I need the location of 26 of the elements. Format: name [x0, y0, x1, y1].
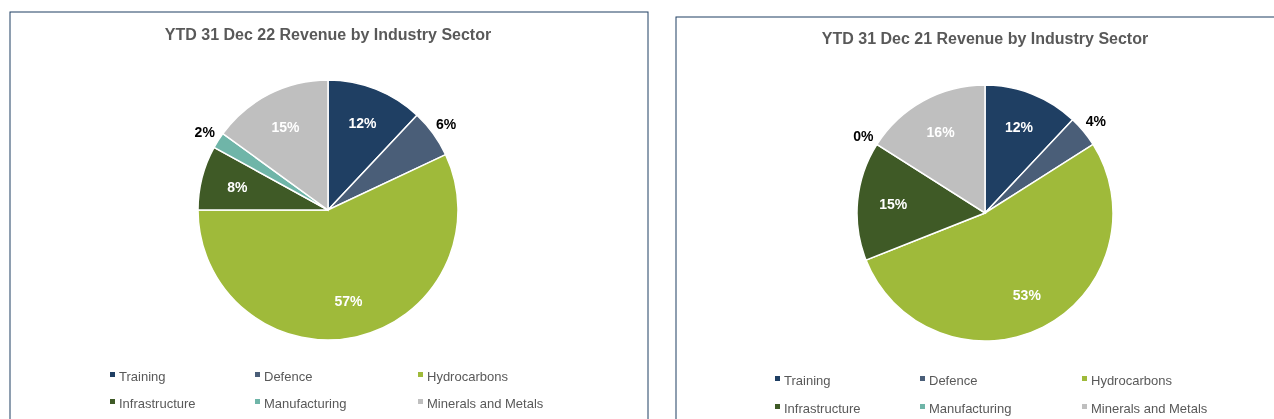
legend-label: Training: [119, 368, 166, 384]
legend-label: Minerals and Metals: [427, 395, 544, 411]
legend-label: Infrastructure: [784, 400, 861, 416]
data-label: 15%: [879, 196, 908, 213]
data-label: 53%: [1012, 287, 1042, 304]
legend-label: Defence: [929, 372, 978, 388]
legend-label: Manufacturing: [929, 400, 1012, 416]
data-label: 4%: [1085, 113, 1107, 130]
chart-title: YTD 31 Dec 22 Revenue by Industry Sector: [164, 26, 492, 43]
data-label: 12%: [348, 114, 378, 131]
data-label: 16%: [926, 124, 956, 141]
legend-label: Manufacturing: [264, 395, 347, 411]
legend-label: Infrastructure: [119, 395, 196, 411]
legend-label: Hydrocarbons: [427, 368, 509, 384]
text: 0%: [853, 127, 874, 144]
data-label: 8%: [227, 178, 249, 195]
legend-label: Defence: [264, 368, 313, 384]
data-label: 12%: [1004, 119, 1034, 136]
legend-label: Training: [784, 372, 831, 388]
data-label: 57%: [334, 293, 363, 310]
legend-label: Hydrocarbons: [1091, 372, 1173, 388]
data-label: 6%: [436, 116, 457, 133]
legend-label: Minerals and Metals: [1091, 400, 1208, 416]
chart-title: YTD 31 Dec 21 Revenue by Industry Sector: [821, 30, 1149, 47]
data-label: 2%: [194, 123, 216, 140]
data-label: 15%: [271, 118, 301, 135]
